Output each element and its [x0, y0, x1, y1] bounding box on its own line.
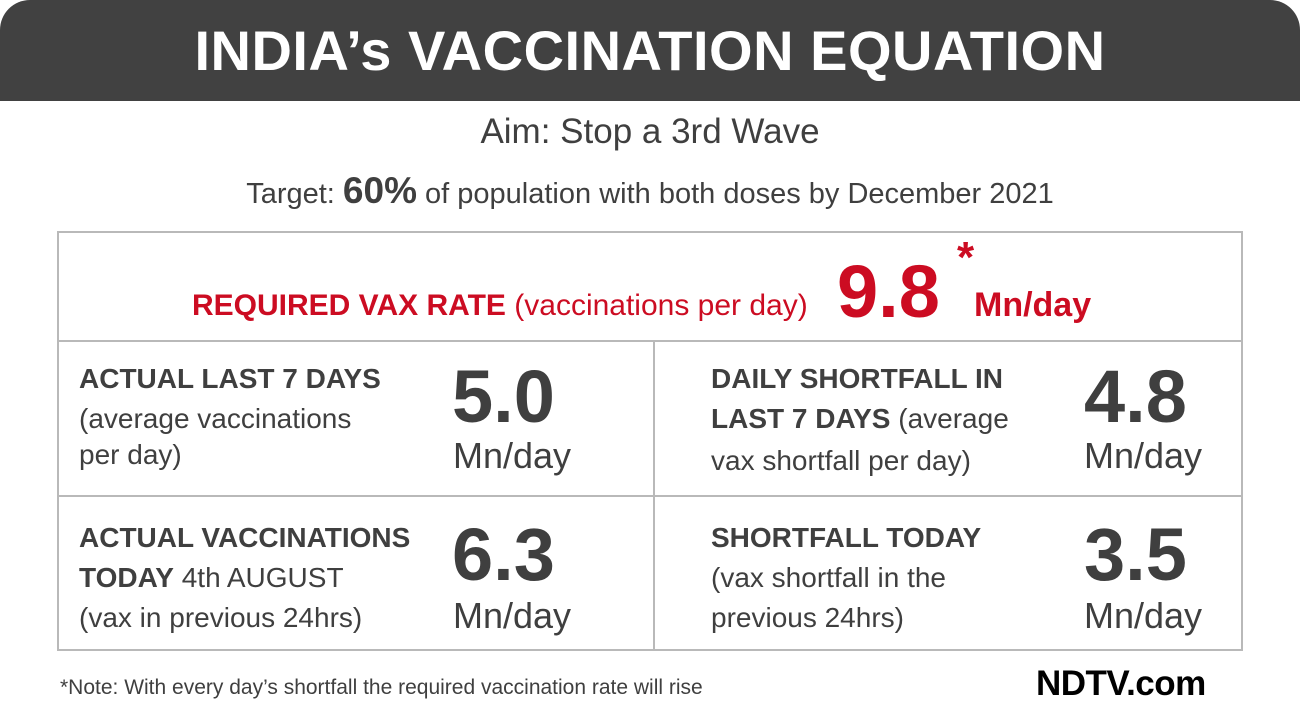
target-line: Target: 60% of population with both dose… — [0, 170, 1300, 212]
stat-value: 5.0 — [452, 355, 555, 438]
ndtv-logo: NDTV.com — [1036, 664, 1206, 703]
stat-cell-actual-last-7-days: ACTUAL LAST 7 DAYS (average vaccinations… — [79, 359, 381, 475]
required-rate-row: REQUIRED VAX RATE (vaccinations per day)… — [59, 233, 1241, 342]
cell-line: vax shortfall per day) — [711, 445, 971, 476]
stat-value: 4.8 — [1084, 355, 1187, 438]
required-rate-unit: Mn/day — [974, 286, 1092, 324]
cell-heading: LAST 7 DAYS — [711, 403, 891, 434]
target-prefix: Target: — [246, 178, 335, 210]
stat-unit: Mn/day — [453, 595, 572, 636]
divider-horizontal — [59, 495, 1241, 497]
required-rate-label-rest: (vaccinations per day) — [514, 289, 808, 322]
stat-cell-daily-shortfall: DAILY SHORTFALL IN LAST 7 DAYS (average … — [711, 359, 1009, 481]
stat-unit: Mn/day — [1084, 435, 1203, 476]
target-percent: 60% — [342, 170, 417, 211]
cell-line: previous 24hrs) — [711, 602, 904, 633]
cell-line: (vax shortfall in the — [711, 562, 946, 593]
stat-cell-actual-today: ACTUAL VACCINATIONS TODAY 4th AUGUST (va… — [79, 518, 410, 638]
stat-value: 3.5 — [1084, 513, 1187, 596]
stats-panel: REQUIRED VAX RATE (vaccinations per day)… — [57, 231, 1243, 651]
required-rate-value: 9.8 — [837, 250, 940, 333]
required-rate-asterisk: * — [957, 233, 975, 282]
required-rate-label-bold: REQUIRED VAX RATE — [192, 289, 506, 322]
target-suffix: of population with both doses by Decembe… — [425, 178, 1054, 210]
stat-cell-shortfall-today: SHORTFALL TODAY (vax shortfall in the pr… — [711, 518, 981, 638]
cell-heading: ACTUAL LAST 7 DAYS — [79, 363, 381, 394]
footnote: *Note: With every day’s shortfall the re… — [60, 676, 703, 699]
stat-unit: Mn/day — [1084, 595, 1203, 636]
cell-line: 4th AUGUST — [181, 562, 344, 593]
header-banner: INDIA’s VACCINATION EQUATION — [0, 0, 1300, 101]
cell-heading: TODAY — [79, 562, 174, 593]
page-title: INDIA’s VACCINATION EQUATION — [194, 19, 1106, 82]
cell-line: (average — [898, 403, 1009, 434]
aim-subtitle: Aim: Stop a 3rd Wave — [480, 112, 820, 151]
required-rate-label: REQUIRED VAX RATE (vaccinations per day) — [192, 289, 808, 323]
stat-unit: Mn/day — [453, 435, 572, 476]
cell-line: (vax in previous 24hrs) — [79, 602, 363, 633]
cell-heading: SHORTFALL TODAY — [711, 522, 982, 553]
stat-value: 6.3 — [452, 513, 555, 596]
cell-heading: ACTUAL VACCINATIONS — [79, 522, 411, 553]
cell-line: per day) — [79, 439, 182, 470]
cell-line: (average vaccinations — [79, 403, 352, 434]
cell-heading: DAILY SHORTFALL IN — [711, 363, 1003, 394]
